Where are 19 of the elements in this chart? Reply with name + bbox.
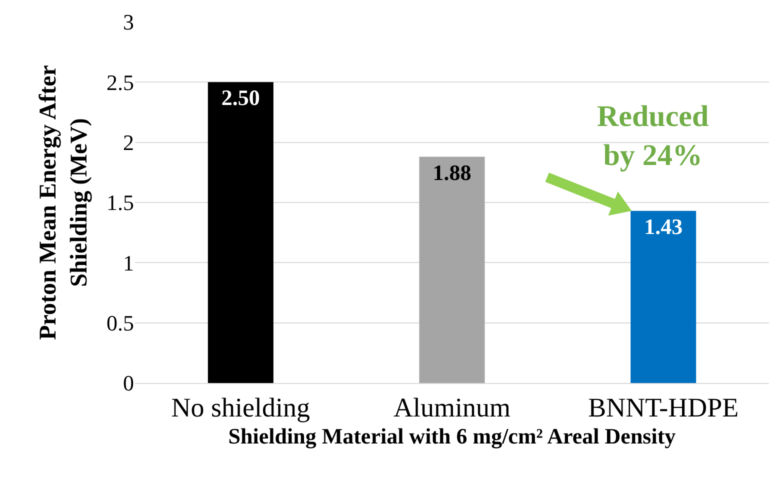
y-tick-label: 1.5 [106,190,134,216]
y-tick-label: 1 [123,250,134,276]
y-tick-label: 2.5 [106,70,134,95]
y-tick-label: 3 [123,10,134,35]
x-tick-label: Aluminum [393,392,511,422]
y-tick-label: 0 [123,370,134,396]
data-label: 2.50 [221,85,260,110]
y-tick-label: 0.5 [106,310,134,336]
bar [419,156,485,383]
y-axis-title: Proton Mean Energy After Shielding (MeV) [35,64,93,340]
bar [630,210,696,383]
data-label: 1.43 [644,214,683,239]
x-axis-title: Shielding Material with 6 mg/cm² Areal Density [228,423,676,448]
data-label: 1.88 [432,160,472,185]
bar [208,82,274,383]
y-tick-label: 2 [123,130,134,156]
annotation: Reduced by 24% [597,100,709,172]
x-tick-label: No shielding [171,392,310,422]
x-tick-label: BNNT-HDPE [588,392,739,422]
